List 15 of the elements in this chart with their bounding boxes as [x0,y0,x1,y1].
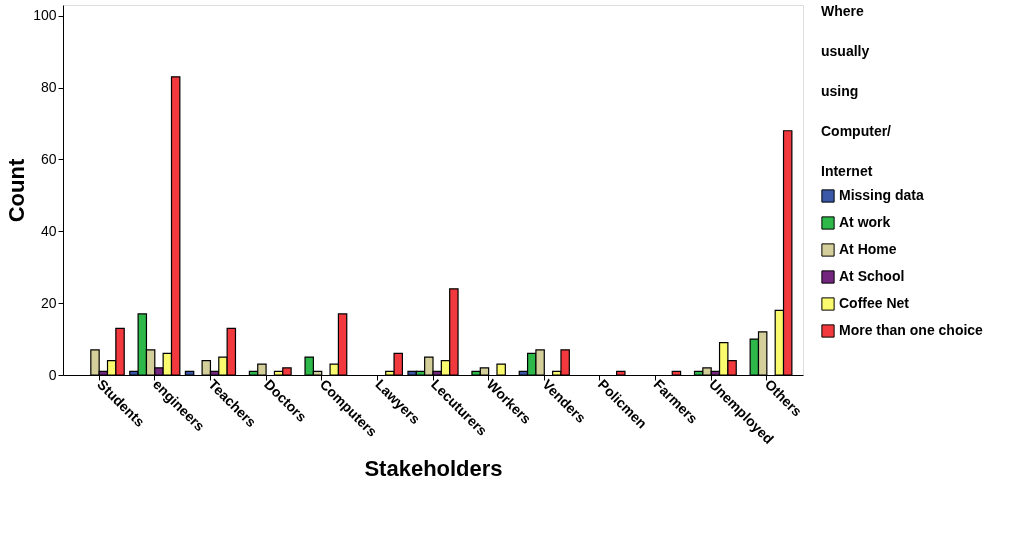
legend-label: More than one choice [839,322,984,338]
y-tick-label: 20 [40,294,57,311]
y-tick-label: 40 [40,222,57,239]
y-axis-title: Count [4,158,30,223]
y-tick-label: 80 [40,79,57,96]
y-tick-label: 100 [33,7,57,24]
legend-label: At Home [839,241,897,257]
legend-label: Coffee Net [839,295,910,311]
text: Where usually using Computer/ Internet [821,3,891,179]
legend-label: At work [839,214,891,230]
x-axis-title: Stakeholders [364,455,503,481]
legend-label: Missing data [839,187,925,203]
y-tick-label: 60 [40,150,57,167]
legend-label: At School [839,268,905,284]
y-tick-label: 0 [48,366,57,383]
